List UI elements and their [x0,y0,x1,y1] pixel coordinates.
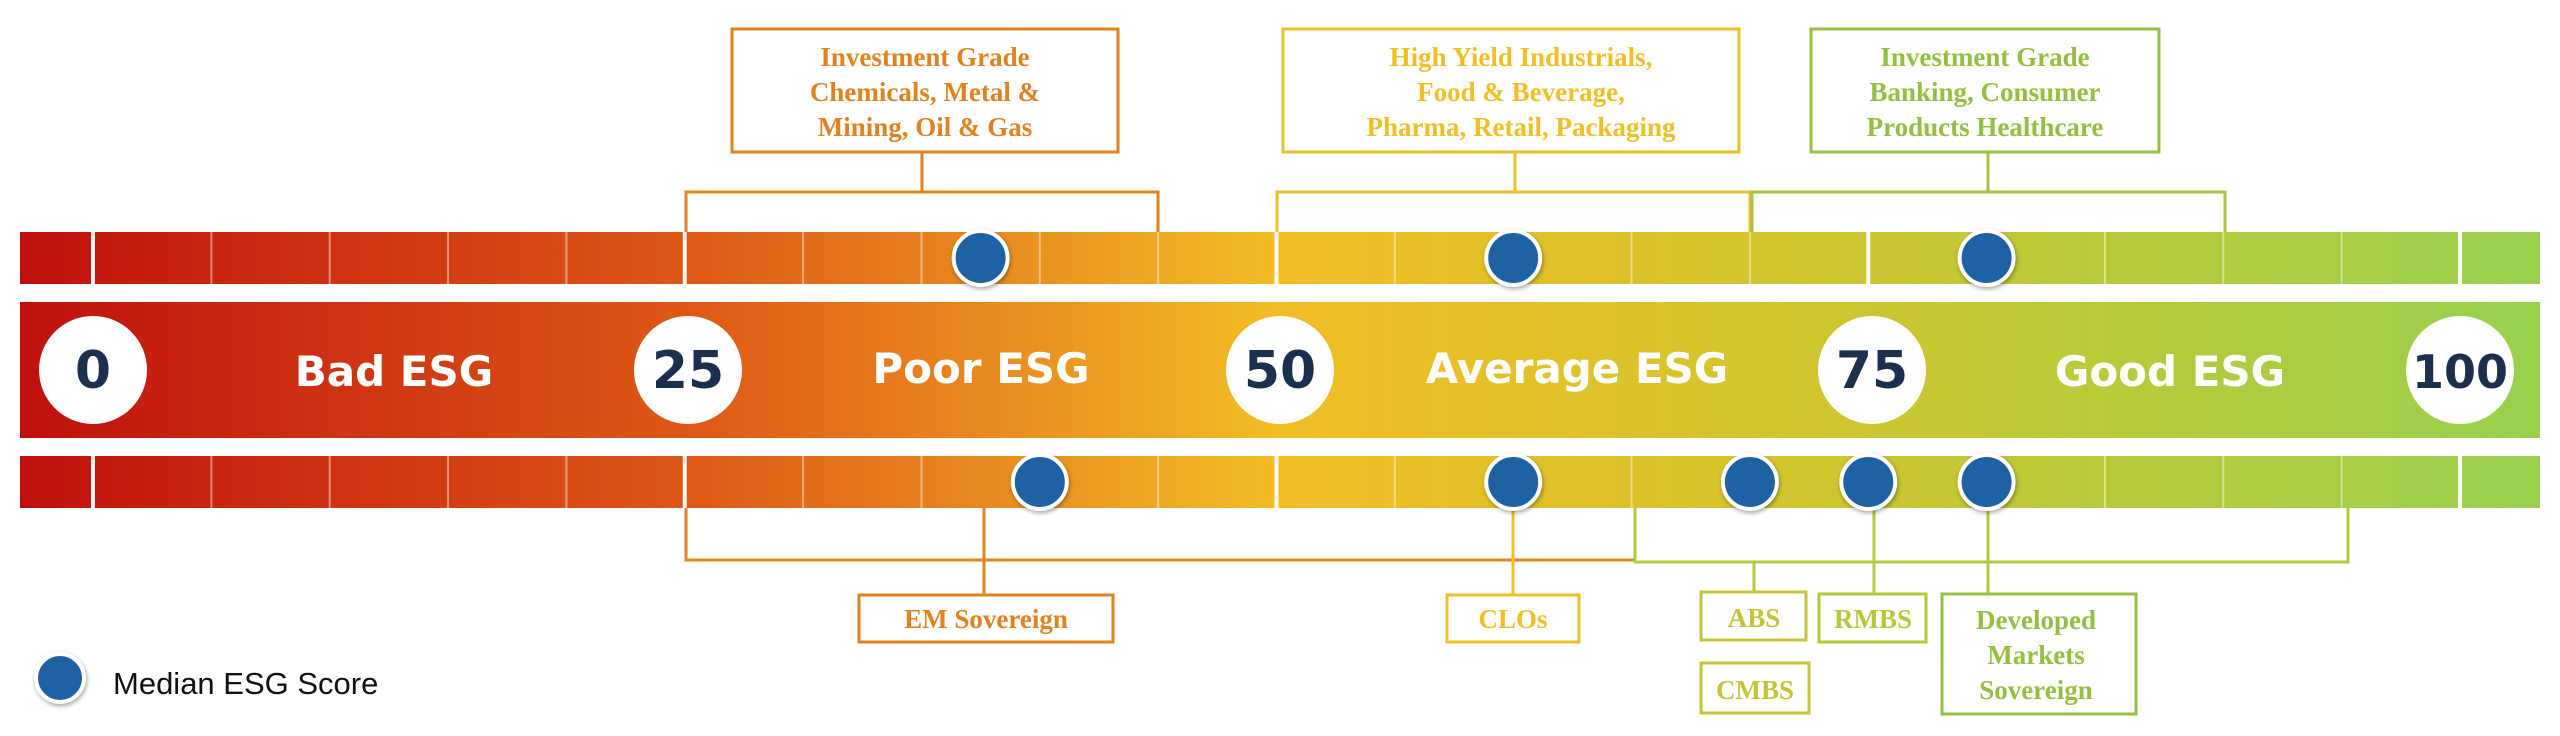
median-dot [1957,453,2016,511]
label-box-ig-chem: Investment Grade Chemicals, Metal & Mini… [730,27,1120,154]
marker-25: 25 [634,316,742,424]
marker-25-label: 25 [652,341,724,401]
label-abs: ABS [1728,603,1781,633]
median-dot [951,229,1010,287]
median-dot [1010,453,1069,511]
median-dots [951,229,2016,511]
label-rmbs: RMBS [1834,604,1912,634]
median-dot [1720,453,1779,511]
label-box-cmbs: CMBS [1699,661,1811,715]
label-ig-chem-line3: Mining, Oil & Gas [818,112,1033,142]
label-box-clos: CLOs [1445,593,1581,644]
bottom-scale-strip [20,456,2540,508]
zone-label-average: Average ESG [1426,344,1729,393]
bracket-lines [684,152,2350,595]
label-box-rmbs: RMBS [1817,592,1928,644]
label-ig-bank-line3: Products Healthcare [1867,112,2104,142]
scale-markers: 0 25 50 75 100 [39,316,2514,424]
label-hy-ind-line1: High Yield Industrials, [1390,42,1653,72]
bracket-dev [1633,508,2350,594]
marker-50-label: 50 [1244,341,1316,401]
legend-circle-icon [34,652,86,704]
marker-75: 75 [1818,316,1926,424]
marker-75-label: 75 [1836,341,1908,401]
scale-tick-lines [91,232,2462,508]
zone-label-poor: Poor ESG [872,344,1089,393]
label-ig-bank-line2: Banking, Consumer [1869,77,2100,107]
bracket-ig-bank [1750,152,2227,232]
top-scale-strip [20,232,2540,284]
median-dot [1839,453,1898,511]
bracket-em-sov [684,508,1637,595]
label-cmbs: CMBS [1716,675,1794,705]
marker-0: 0 [39,316,147,424]
label-box-abs: ABS [1699,590,1808,642]
label-ig-chem-line1: Investment Grade [820,42,1029,72]
label-box-ig-bank: Investment Grade Banking, Consumer Produ… [1809,27,2161,154]
zone-label-good: Good ESG [2055,347,2285,396]
label-dev-sov-line3: Sovereign [1979,675,2093,705]
bracket-ig-chem [684,152,1160,232]
label-em-sov: EM Sovereign [904,604,1068,634]
marker-100: 100 [2406,316,2514,424]
label-hy-ind-line3: Pharma, Retail, Packaging [1367,112,1676,142]
marker-50: 50 [1226,316,1334,424]
legend: Median ESG Score [34,652,378,704]
label-box-hy-ind: High Yield Industrials, Food & Beverage,… [1281,27,1741,154]
bracket-hy-ind [1275,152,1752,232]
marker-100-label: 100 [2412,345,2508,399]
label-dev-sov-line1: Developed [1976,605,2096,635]
median-dot [1484,229,1543,287]
label-dev-sov-line2: Markets [1987,640,2084,670]
label-ig-bank-line1: Investment Grade [1880,42,2089,72]
marker-0-label: 0 [75,341,111,401]
median-dot [1484,453,1543,511]
label-hy-ind-line2: Food & Beverage, [1417,77,1625,107]
legend-label: Median ESG Score [113,666,378,701]
zone-label-bad: Bad ESG [295,347,493,396]
label-box-dev-sov: Developed Markets Sovereign [1940,592,2138,716]
label-ig-chem-line2: Chemicals, Metal & [810,77,1040,107]
label-box-em-sov: EM Sovereign [857,593,1115,644]
label-clos: CLOs [1478,604,1547,634]
median-dot [1957,229,2016,287]
